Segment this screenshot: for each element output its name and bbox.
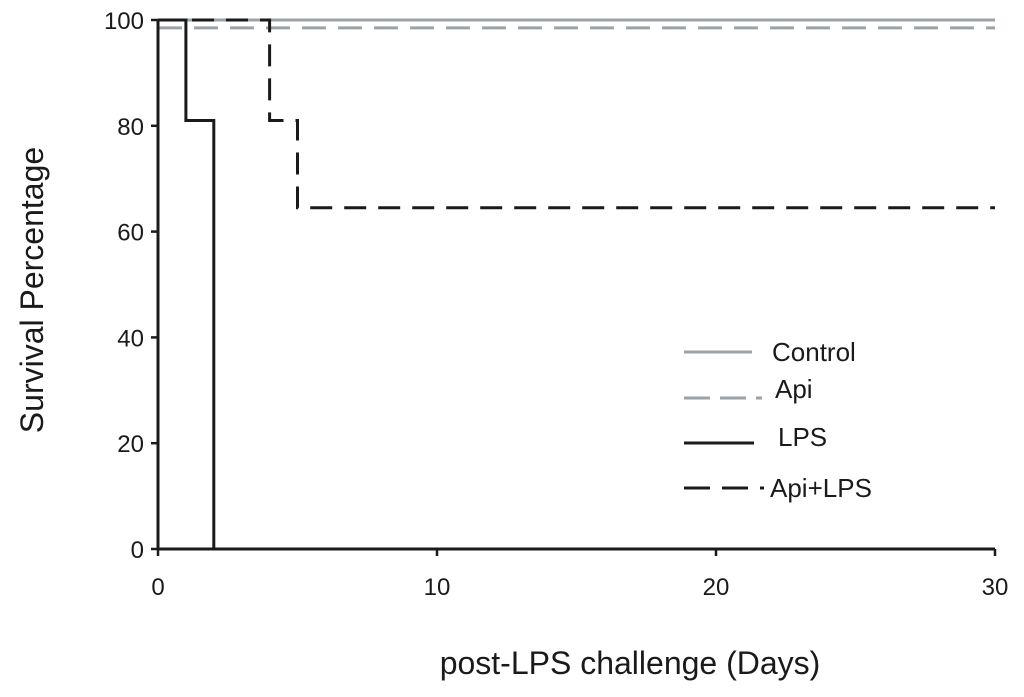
legend-label-api-lps: Api+LPS <box>770 473 872 503</box>
y-tick-label-5: 100 <box>104 8 144 35</box>
x-axis-title: post-LPS challenge (Days) <box>440 645 821 681</box>
x-tick-label-1: 10 <box>424 574 451 601</box>
y-tick-label-1: 20 <box>117 431 144 458</box>
legend-label-lps: LPS <box>778 422 827 452</box>
series-line-lps <box>158 18 216 549</box>
legend-entry-api: Api <box>684 374 813 404</box>
legend-entry-api-lps: Api+LPS <box>684 473 872 503</box>
legend-entry-lps: LPS <box>684 422 827 452</box>
y-tick-label-0: 0 <box>131 537 144 564</box>
x-tick-label-2: 20 <box>703 574 730 601</box>
axis-ticks: 0 20 40 60 80 100 0 10 20 30 <box>104 8 1008 601</box>
legend: Control Api LPS Api+LPS <box>684 337 872 503</box>
y-tick-label-3: 60 <box>117 220 144 247</box>
series-lines <box>158 18 995 549</box>
y-tick-label-2: 40 <box>117 325 144 352</box>
x-tick-label-0: 0 <box>151 574 164 601</box>
y-axis-title: Survival Percentage <box>14 147 50 433</box>
y-tick-label-4: 80 <box>117 114 144 141</box>
x-tick-label-3: 30 <box>982 574 1009 601</box>
legend-label-api: Api <box>775 374 813 404</box>
legend-entry-control: Control <box>684 337 856 367</box>
series-line-api-lps <box>158 18 995 210</box>
legend-label-control: Control <box>772 337 856 367</box>
